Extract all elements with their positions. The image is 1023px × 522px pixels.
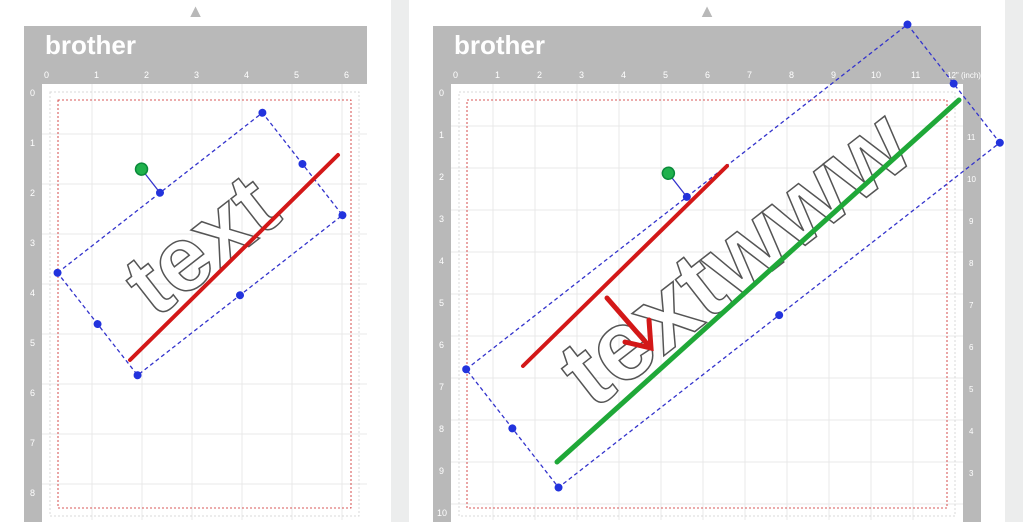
svg-text:9: 9 bbox=[831, 70, 836, 80]
svg-text:4: 4 bbox=[621, 70, 626, 80]
brand-label: brother bbox=[454, 30, 545, 60]
svg-text:7: 7 bbox=[30, 438, 35, 448]
canvas-panel-left: ▲ brother 0 1 2 3 4 5 6 0 1 bbox=[0, 0, 391, 522]
svg-text:4: 4 bbox=[439, 256, 444, 266]
svg-text:8: 8 bbox=[969, 259, 974, 268]
svg-text:8: 8 bbox=[30, 488, 35, 498]
svg-text:5: 5 bbox=[30, 338, 35, 348]
svg-text:1: 1 bbox=[495, 70, 500, 80]
collapse-arrow-icon[interactable]: ▲ bbox=[698, 2, 716, 20]
svg-text:1: 1 bbox=[30, 138, 35, 148]
svg-text:6: 6 bbox=[439, 340, 444, 350]
canvas-svg-left[interactable]: brother 0 1 2 3 4 5 6 0 1 2 3 4 bbox=[0, 0, 391, 522]
svg-text:2: 2 bbox=[30, 188, 35, 198]
svg-text:10: 10 bbox=[437, 508, 447, 518]
svg-text:1: 1 bbox=[94, 70, 99, 80]
svg-text:5: 5 bbox=[663, 70, 668, 80]
svg-text:8: 8 bbox=[789, 70, 794, 80]
svg-text:1: 1 bbox=[439, 130, 444, 140]
svg-text:4: 4 bbox=[30, 288, 35, 298]
svg-text:3: 3 bbox=[30, 238, 35, 248]
unit-label: 12" (inch) bbox=[947, 71, 981, 80]
svg-text:2: 2 bbox=[144, 70, 149, 80]
svg-text:0: 0 bbox=[30, 88, 35, 98]
svg-text:6: 6 bbox=[344, 70, 349, 80]
svg-text:11: 11 bbox=[967, 133, 976, 142]
svg-text:10: 10 bbox=[967, 175, 976, 184]
svg-text:2: 2 bbox=[537, 70, 542, 80]
svg-text:3: 3 bbox=[969, 469, 974, 478]
svg-text:9: 9 bbox=[969, 217, 974, 226]
svg-text:6: 6 bbox=[30, 388, 35, 398]
svg-text:6: 6 bbox=[969, 343, 974, 352]
svg-text:11: 11 bbox=[911, 70, 920, 80]
svg-text:5: 5 bbox=[294, 70, 299, 80]
svg-text:7: 7 bbox=[439, 382, 444, 392]
svg-text:5: 5 bbox=[969, 385, 974, 394]
canvas-panel-right: ▲ brother 0 1 2 3 4 5 6 7 8 9 10 bbox=[409, 0, 1005, 522]
svg-text:2: 2 bbox=[439, 172, 444, 182]
svg-text:9: 9 bbox=[439, 466, 444, 476]
collapse-arrow-icon[interactable]: ▲ bbox=[187, 2, 205, 20]
svg-text:3: 3 bbox=[439, 214, 444, 224]
svg-text:0: 0 bbox=[44, 70, 49, 80]
svg-text:5: 5 bbox=[439, 298, 444, 308]
svg-text:4: 4 bbox=[969, 427, 974, 436]
svg-text:3: 3 bbox=[579, 70, 584, 80]
svg-text:7: 7 bbox=[747, 70, 752, 80]
svg-text:7: 7 bbox=[969, 301, 974, 310]
svg-text:0: 0 bbox=[439, 88, 444, 98]
brand-label: brother bbox=[45, 30, 136, 60]
svg-text:10: 10 bbox=[871, 70, 881, 80]
svg-text:4: 4 bbox=[244, 70, 249, 80]
svg-text:8: 8 bbox=[439, 424, 444, 434]
canvas-svg-right[interactable]: brother 0 1 2 3 4 5 6 7 8 9 10 11 12" (i bbox=[409, 0, 1005, 522]
svg-text:0: 0 bbox=[453, 70, 458, 80]
svg-text:3: 3 bbox=[194, 70, 199, 80]
svg-text:6: 6 bbox=[705, 70, 710, 80]
app-root: ▲ brother 0 1 2 3 4 5 6 0 1 bbox=[0, 0, 1023, 522]
